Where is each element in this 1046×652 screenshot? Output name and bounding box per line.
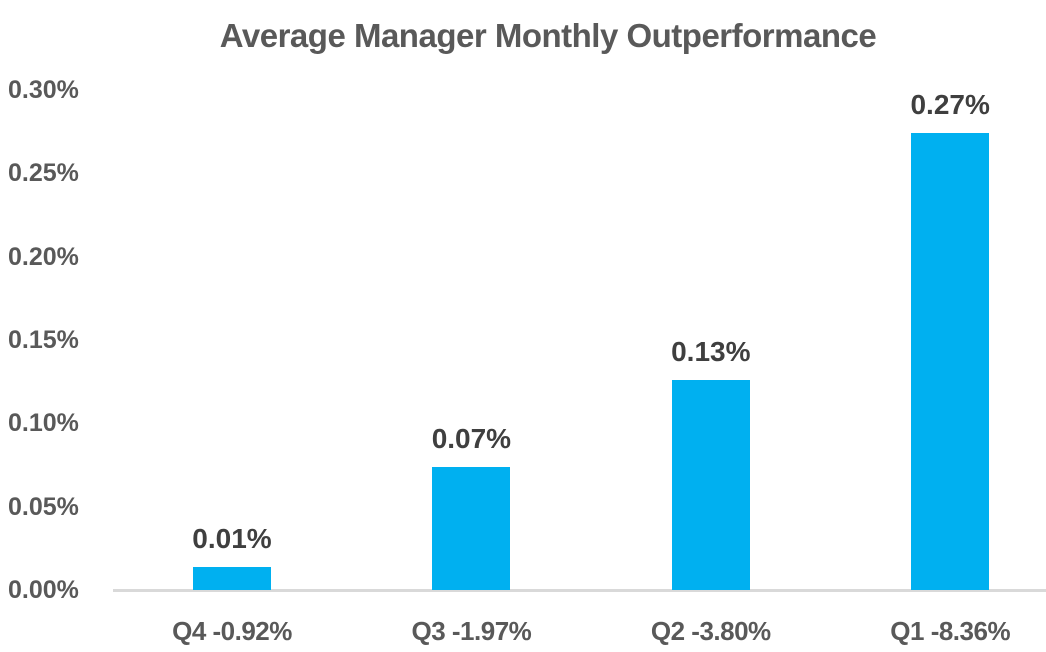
- x-axis-category-label: Q3 -1.97%: [411, 616, 532, 646]
- bar-data-label: 0.27%: [910, 89, 990, 120]
- x-axis-category-label: Q4 -0.92%: [172, 616, 292, 646]
- y-axis-tick-label: 0.10%: [8, 409, 79, 438]
- x-axis-category-label: Q1 -8.36%: [890, 616, 1011, 646]
- bar-q3: [432, 467, 511, 590]
- x-axis-category-label: Q2 -3.80%: [650, 616, 771, 646]
- y-axis-tick-label: 0.00%: [8, 576, 79, 604]
- bar-q2: [671, 380, 750, 590]
- x-axis-line: [113, 589, 1046, 592]
- bar-data-label: 0.13%: [671, 336, 751, 367]
- y-axis-tick-label: 0.30%: [8, 76, 79, 104]
- bar-data-label: 0.07%: [431, 423, 512, 454]
- chart-title: Average Manager Monthly Outperformance: [219, 17, 877, 54]
- y-axis-tick-label: 0.25%: [8, 159, 79, 188]
- bar-q4: [193, 567, 271, 590]
- y-axis-tick-label: 0.20%: [8, 242, 79, 271]
- y-axis-tick-label: 0.15%: [8, 326, 79, 354]
- y-axis-tick-label: 0.05%: [8, 492, 79, 521]
- bar-data-label: 0.01%: [192, 523, 272, 554]
- bar-q1: [911, 133, 990, 590]
